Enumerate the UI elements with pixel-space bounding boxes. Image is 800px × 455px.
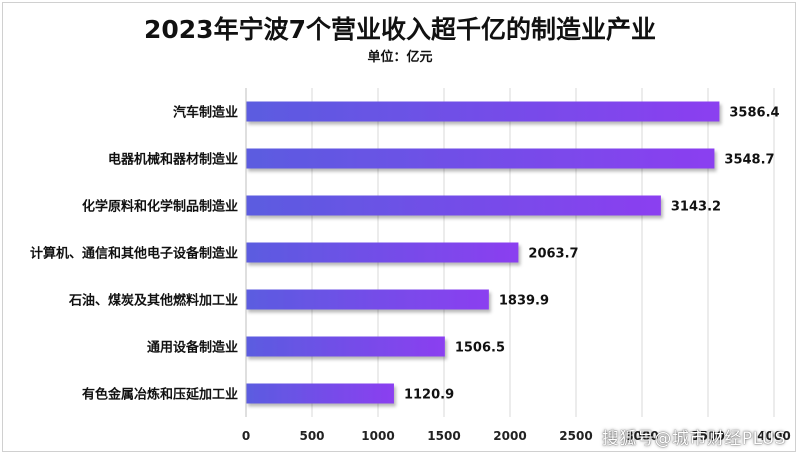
bar <box>246 336 445 357</box>
value-label: 1120.9 <box>404 388 454 403</box>
x-tick-label: 2000 <box>493 429 526 443</box>
x-tick-label: 2500 <box>559 429 592 443</box>
bar <box>246 242 519 263</box>
bar <box>246 289 489 310</box>
chart-title: 2023年宁波7个营业收入超千亿的制造业产业 <box>144 15 656 44</box>
chart-subtitle: 单位：亿元 <box>367 50 433 65</box>
x-tick-label: 1500 <box>427 429 460 443</box>
category-label: 石油、煤炭及其他燃料加工业 <box>68 293 238 309</box>
category-label: 通用设备制造业 <box>147 340 238 356</box>
x-tick-label: 0 <box>242 429 250 443</box>
value-label: 1839.9 <box>499 294 549 309</box>
value-label: 3548.7 <box>724 153 774 168</box>
x-tick-label: 500 <box>299 429 324 443</box>
category-label: 电器机械和器材制造业 <box>108 152 238 168</box>
x-tick-label: 1000 <box>361 429 394 443</box>
x-tick-label: 4000 <box>757 429 790 443</box>
category-label: 化学原料和化学制品制造业 <box>82 199 238 215</box>
category-label: 汽车制造业 <box>173 105 238 121</box>
x-tick-label: 3500 <box>691 429 724 443</box>
value-label: 1506.5 <box>455 341 505 356</box>
value-label: 3143.2 <box>671 200 721 215</box>
x-tick-label: 3000 <box>625 429 658 443</box>
value-label: 3586.4 <box>729 106 779 121</box>
category-label: 计算机、通信和其他电子设备制造业 <box>30 246 238 262</box>
bar <box>246 383 394 404</box>
bar <box>246 195 661 216</box>
bar <box>246 148 715 169</box>
bar <box>246 101 720 122</box>
value-label: 2063.7 <box>528 247 578 262</box>
category-label: 有色金属冶炼和压延加工业 <box>82 387 238 403</box>
watermark: 搜狐号@城市财经PLUS <box>601 429 786 449</box>
